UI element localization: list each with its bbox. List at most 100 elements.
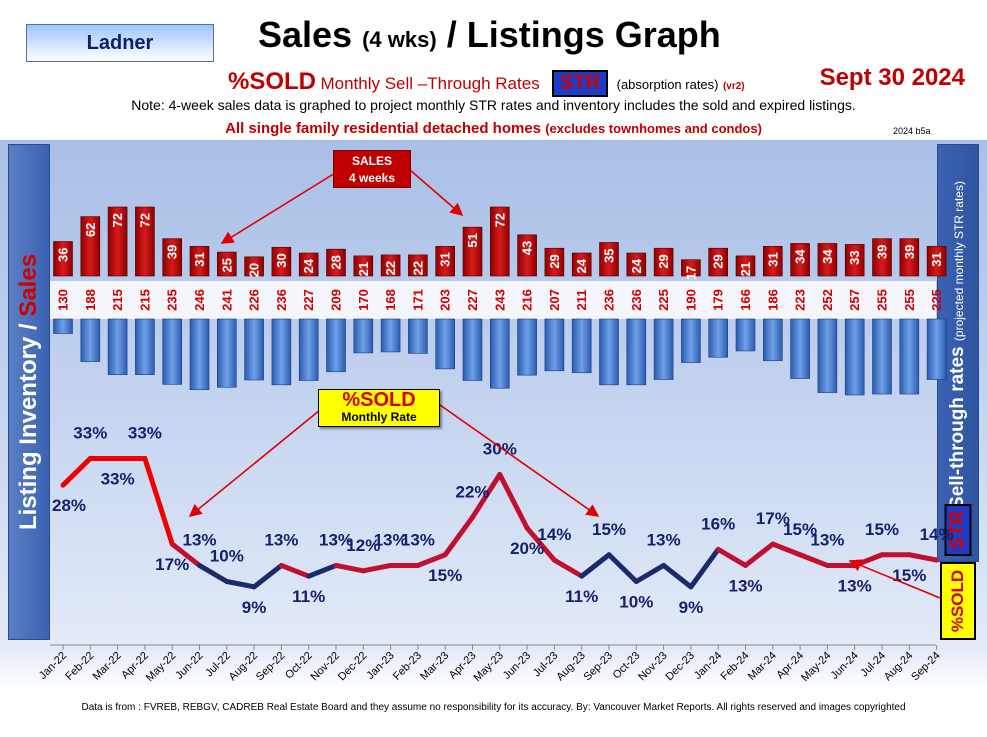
sold-rate-segment bbox=[661, 562, 694, 590]
sales-bar bbox=[435, 245, 456, 277]
sold-rate-segment bbox=[524, 525, 557, 563]
inventory-bar-label: 168 bbox=[383, 289, 398, 311]
sold-rate-label: 9% bbox=[679, 598, 704, 617]
x-tick-label: Feb-22 bbox=[63, 650, 96, 683]
inventory-bar bbox=[135, 318, 155, 375]
sold-rate-segment bbox=[688, 546, 721, 590]
sales-bar bbox=[271, 246, 292, 277]
sales-bar-label: 21 bbox=[738, 262, 753, 276]
sold-rate-segment bbox=[60, 455, 93, 488]
x-tick-label: Sep-24 bbox=[909, 650, 943, 684]
sold-rate-label: 15% bbox=[892, 566, 926, 585]
sales-callout-arrow-left bbox=[220, 169, 341, 244]
sales-bar-label: 21 bbox=[356, 262, 371, 276]
sales-bar-label: 24 bbox=[301, 258, 316, 273]
sold-rate-label: 22% bbox=[455, 482, 489, 501]
inventory-bar bbox=[899, 318, 920, 395]
sold-rate-segment bbox=[470, 472, 503, 520]
sold-rate-segment bbox=[278, 562, 312, 579]
sales-bar bbox=[872, 238, 892, 277]
sales-bar bbox=[790, 243, 810, 277]
edition-tag: 2024 b5a bbox=[893, 126, 931, 136]
inventory-bar-label: 130 bbox=[56, 289, 71, 311]
sold-rate-segment bbox=[606, 552, 639, 584]
scope-main: All single family residential detached h… bbox=[225, 120, 542, 137]
sales-bar-label: 35 bbox=[602, 248, 617, 262]
x-tick-label: Dec-23 bbox=[663, 650, 697, 684]
sold-rate-label: 14% bbox=[537, 525, 571, 544]
inventory-bar-label: 216 bbox=[520, 289, 535, 311]
x-tick-label: Aug-24 bbox=[882, 650, 916, 684]
note-text: Note: 4-week sales data is graphed to pr… bbox=[131, 97, 856, 113]
sold-rate-segment bbox=[497, 472, 530, 531]
sold-rate-label: 15% bbox=[428, 566, 462, 585]
report-date: Sept 30 2024 bbox=[819, 64, 965, 91]
inventory-bar bbox=[189, 318, 210, 390]
left-axis-panel bbox=[8, 144, 50, 640]
sales-bar bbox=[217, 251, 237, 277]
scope-small: (excludes townhomes and condos) bbox=[545, 121, 762, 136]
sales-bar-label: 31 bbox=[438, 252, 453, 266]
x-tick-label: Jun-22 bbox=[173, 650, 205, 682]
sales-bar bbox=[762, 245, 783, 277]
sold-rate-label: 28% bbox=[52, 496, 86, 515]
sales-bar-label: 31 bbox=[192, 252, 207, 266]
x-tick-label: Mar-22 bbox=[91, 650, 124, 683]
version-tag: (vr2) bbox=[722, 81, 745, 92]
sales-bar bbox=[735, 255, 756, 277]
sales-bar-label: 30 bbox=[274, 253, 289, 267]
sales-bar-label: 33 bbox=[847, 250, 862, 264]
inventory-bar-label: 211 bbox=[574, 290, 589, 311]
x-tick-label: Dec-22 bbox=[336, 650, 370, 684]
sales-bar-label: 51 bbox=[465, 233, 480, 247]
inventory-bar-label: 243 bbox=[492, 289, 507, 311]
sold-rate-label: 13% bbox=[264, 530, 298, 549]
sales-bar-label: 31 bbox=[929, 252, 944, 266]
x-tick-label: Feb-24 bbox=[718, 650, 751, 683]
sold-rate-label: 13% bbox=[319, 530, 353, 549]
sales-bar bbox=[571, 252, 592, 277]
sold-rate-label: 9% bbox=[242, 598, 267, 617]
sold-rate-label: 15% bbox=[592, 520, 626, 539]
x-tick-label: Jan-22 bbox=[37, 650, 69, 682]
sales-bar bbox=[80, 216, 101, 277]
sold-side-arrow bbox=[848, 559, 941, 599]
inventory-bar-label: 170 bbox=[356, 289, 371, 311]
inventory-bar bbox=[489, 318, 510, 389]
sold-rate-label: 10% bbox=[619, 593, 653, 612]
x-tick-label: Aug-23 bbox=[554, 650, 588, 684]
sales-bar bbox=[544, 247, 565, 277]
sales-bar bbox=[244, 256, 264, 277]
inventory-bar bbox=[435, 318, 456, 370]
inventory-bar bbox=[626, 318, 647, 386]
x-tick-label: Nov-23 bbox=[636, 650, 670, 684]
inventory-bar bbox=[653, 318, 674, 380]
sales-bar bbox=[162, 238, 182, 277]
inventory-bar-label: 215 bbox=[110, 289, 125, 311]
sold-rate-segment bbox=[415, 552, 448, 568]
sold-rate-label: 13% bbox=[374, 530, 408, 549]
sales-bar bbox=[489, 206, 510, 277]
sold-rate-label: 13% bbox=[838, 576, 872, 595]
inventory-bar bbox=[790, 318, 810, 379]
sold-rate-label: 15% bbox=[783, 520, 817, 539]
inventory-bar bbox=[244, 318, 264, 381]
sales-bar-label: 22 bbox=[410, 261, 425, 275]
inventory-bar-label: 171 bbox=[410, 289, 425, 311]
sold-callout-small: Monthly Rate bbox=[341, 410, 417, 424]
sales-bar-label: 34 bbox=[793, 249, 808, 264]
sales-bar bbox=[926, 245, 947, 277]
inventory-bar-label: 166 bbox=[738, 289, 753, 311]
sales-bar-label: 39 bbox=[165, 245, 180, 259]
sold-rate-label: 11% bbox=[292, 587, 325, 606]
inventory-bar-label: 226 bbox=[247, 289, 262, 311]
sales-bar bbox=[653, 247, 674, 277]
inventory-bar bbox=[380, 318, 401, 353]
inventory-bar bbox=[408, 318, 428, 354]
inventory-bar-label: 227 bbox=[465, 289, 480, 311]
sold-rate-label: 13% bbox=[728, 576, 762, 595]
sales-bar bbox=[462, 226, 483, 277]
sold-rate-segment bbox=[906, 552, 940, 563]
sales-bar bbox=[353, 255, 374, 277]
sold-rate-segment bbox=[797, 552, 830, 568]
